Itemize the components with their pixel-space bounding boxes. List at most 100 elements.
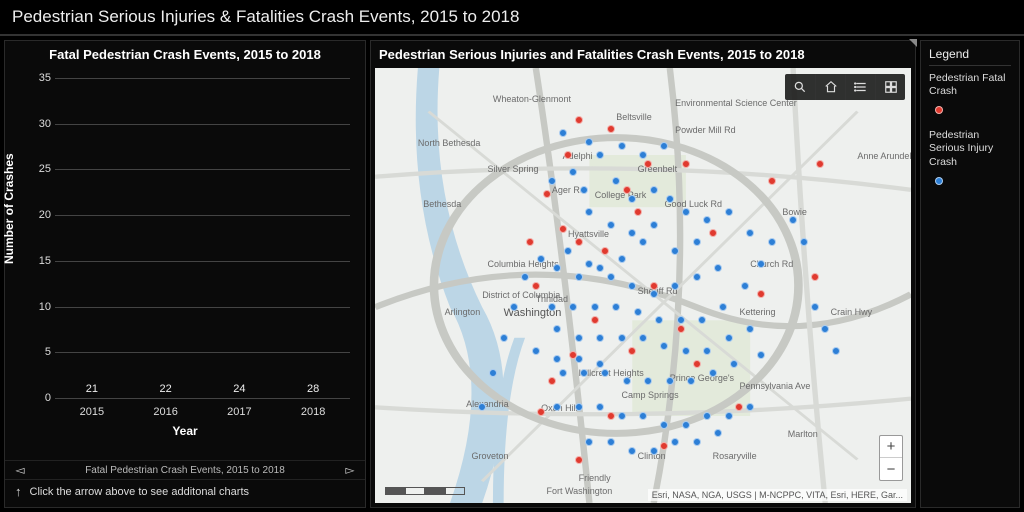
map-point-fatal[interactable] — [607, 125, 615, 133]
map-point-serious[interactable] — [559, 129, 567, 137]
map-point-serious[interactable] — [607, 221, 615, 229]
map-point-serious[interactable] — [650, 447, 658, 455]
map-point-serious[interactable] — [800, 238, 808, 246]
map-point-serious[interactable] — [666, 195, 674, 203]
map-point-serious[interactable] — [585, 208, 593, 216]
map-point-fatal[interactable] — [537, 408, 545, 416]
map-point-serious[interactable] — [607, 438, 615, 446]
map-point-serious[interactable] — [532, 347, 540, 355]
map-point-serious[interactable] — [548, 177, 556, 185]
map-search-button[interactable] — [785, 74, 815, 100]
map-point-serious[interactable] — [660, 342, 668, 350]
map-point-serious[interactable] — [580, 186, 588, 194]
map-zoom-in-button[interactable]: + — [880, 436, 902, 458]
map-point-serious[interactable] — [607, 273, 615, 281]
map-point-serious[interactable] — [660, 142, 668, 150]
map-point-serious[interactable] — [628, 447, 636, 455]
map-point-serious[interactable] — [612, 303, 620, 311]
map-point-serious[interactable] — [730, 360, 738, 368]
map-point-serious[interactable] — [698, 316, 706, 324]
map-point-serious[interactable] — [671, 438, 679, 446]
map-point-serious[interactable] — [709, 369, 717, 377]
map-point-serious[interactable] — [650, 186, 658, 194]
map-point-fatal[interactable] — [735, 403, 743, 411]
map-point-serious[interactable] — [682, 208, 690, 216]
map-point-fatal[interactable] — [693, 360, 701, 368]
map-point-fatal[interactable] — [650, 282, 658, 290]
map-point-serious[interactable] — [478, 403, 486, 411]
map-home-button[interactable] — [815, 74, 845, 100]
map-point-serious[interactable] — [789, 216, 797, 224]
map-point-serious[interactable] — [553, 403, 561, 411]
map-point-fatal[interactable] — [757, 290, 765, 298]
map-point-serious[interactable] — [671, 282, 679, 290]
map-point-fatal[interactable] — [575, 456, 583, 464]
map-point-fatal[interactable] — [607, 412, 615, 420]
map-point-fatal[interactable] — [548, 377, 556, 385]
map-point-serious[interactable] — [725, 208, 733, 216]
map-point-serious[interactable] — [569, 168, 577, 176]
map-point-serious[interactable] — [510, 303, 518, 311]
map-point-serious[interactable] — [693, 438, 701, 446]
map-point-serious[interactable] — [537, 255, 545, 263]
map-point-fatal[interactable] — [682, 160, 690, 168]
map-point-fatal[interactable] — [644, 160, 652, 168]
map-point-serious[interactable] — [650, 221, 658, 229]
map-point-fatal[interactable] — [575, 116, 583, 124]
map-point-serious[interactable] — [628, 195, 636, 203]
map-point-serious[interactable] — [553, 355, 561, 363]
map-point-serious[interactable] — [746, 229, 754, 237]
map-point-serious[interactable] — [575, 334, 583, 342]
map-point-serious[interactable] — [596, 403, 604, 411]
map-point-fatal[interactable] — [811, 273, 819, 281]
map-point-serious[interactable] — [596, 264, 604, 272]
map-layers-button[interactable] — [845, 74, 875, 100]
map-point-fatal[interactable] — [628, 347, 636, 355]
panel-resize-handle[interactable] — [909, 39, 917, 47]
map-point-serious[interactable] — [741, 282, 749, 290]
map-point-serious[interactable] — [569, 303, 577, 311]
map-point-serious[interactable] — [580, 369, 588, 377]
map-point-fatal[interactable] — [575, 238, 583, 246]
map-point-serious[interactable] — [768, 238, 776, 246]
map-point-serious[interactable] — [618, 255, 626, 263]
map-point-serious[interactable] — [746, 403, 754, 411]
map-point-serious[interactable] — [682, 347, 690, 355]
map-point-serious[interactable] — [666, 377, 674, 385]
map-point-serious[interactable] — [757, 351, 765, 359]
map-point-serious[interactable] — [585, 438, 593, 446]
map-point-serious[interactable] — [601, 369, 609, 377]
map-point-serious[interactable] — [821, 325, 829, 333]
map-point-fatal[interactable] — [559, 225, 567, 233]
map-point-serious[interactable] — [639, 412, 647, 420]
map-point-serious[interactable] — [564, 247, 572, 255]
map-point-serious[interactable] — [639, 334, 647, 342]
map-point-serious[interactable] — [714, 264, 722, 272]
map-point-serious[interactable] — [671, 247, 679, 255]
map-canvas[interactable]: + − Esri, NASA, NGA, USGS | M-NCPPC, VIT… — [375, 68, 911, 503]
map-basemap-button[interactable] — [875, 74, 905, 100]
map-point-serious[interactable] — [548, 303, 556, 311]
map-point-serious[interactable] — [660, 421, 668, 429]
map-point-serious[interactable] — [639, 151, 647, 159]
map-point-fatal[interactable] — [532, 282, 540, 290]
map-point-serious[interactable] — [628, 229, 636, 237]
map-point-serious[interactable] — [585, 138, 593, 146]
map-point-fatal[interactable] — [623, 186, 631, 194]
map-point-serious[interactable] — [746, 325, 754, 333]
map-point-serious[interactable] — [703, 347, 711, 355]
map-point-fatal[interactable] — [677, 325, 685, 333]
map-point-serious[interactable] — [521, 273, 529, 281]
map-point-serious[interactable] — [655, 316, 663, 324]
map-point-fatal[interactable] — [543, 190, 551, 198]
map-point-fatal[interactable] — [634, 208, 642, 216]
map-point-serious[interactable] — [644, 377, 652, 385]
map-point-serious[interactable] — [693, 273, 701, 281]
map-point-fatal[interactable] — [709, 229, 717, 237]
map-point-serious[interactable] — [575, 273, 583, 281]
map-point-serious[interactable] — [618, 334, 626, 342]
map-point-serious[interactable] — [585, 260, 593, 268]
map-point-serious[interactable] — [553, 325, 561, 333]
map-point-fatal[interactable] — [816, 160, 824, 168]
map-point-serious[interactable] — [500, 334, 508, 342]
